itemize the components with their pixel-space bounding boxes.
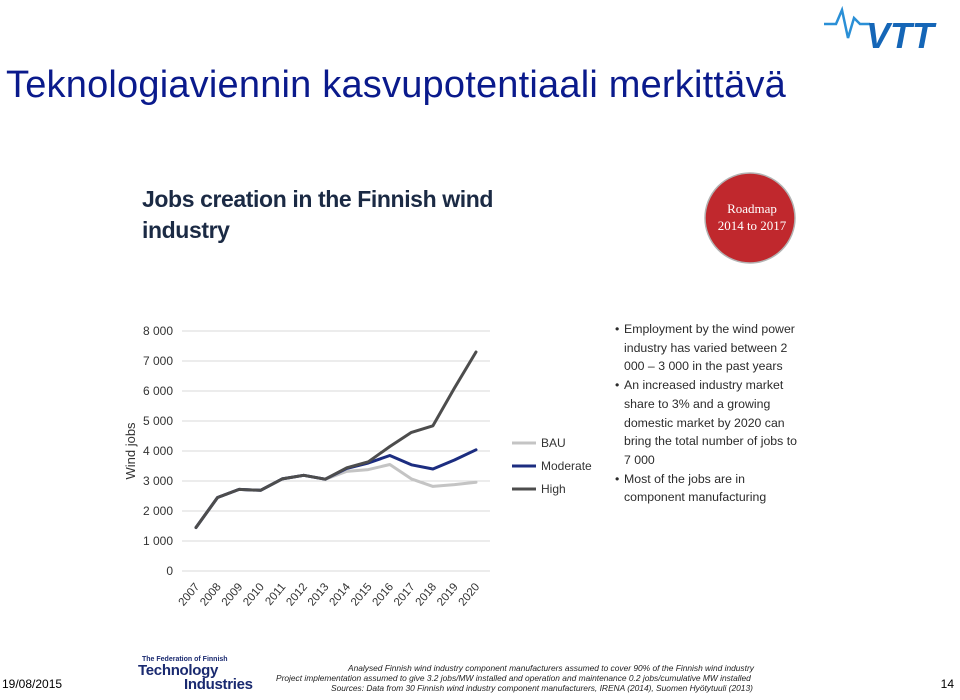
y-axis-label: Wind jobs — [123, 422, 138, 480]
y-tick-label: 1 000 — [143, 534, 173, 548]
fti-logo-small-text: The Federation of Finnish — [142, 656, 228, 663]
series-line-high — [194, 350, 478, 529]
bullet-item: Employment by the wind power industry ha… — [615, 320, 805, 376]
vtt-logo-text: VTT — [866, 15, 937, 52]
fti-logo-line1: Technology — [138, 662, 219, 679]
legend-label: Moderate — [541, 459, 592, 473]
y-tick-label: 0 — [166, 564, 173, 578]
x-tick-label: 2010 — [241, 581, 267, 608]
bullet-notes: Employment by the wind power industry ha… — [615, 320, 805, 507]
x-tick-label: 2018 — [414, 581, 440, 608]
technology-industries-logo: The Federation of Finnish Technology Ind… — [138, 656, 263, 696]
x-tick-label: 2009 — [220, 581, 246, 608]
legend-label: BAU — [541, 436, 566, 450]
x-tick-label: 2014 — [327, 581, 353, 609]
y-tick-label: 6 000 — [143, 384, 173, 398]
x-tick-label: 2008 — [198, 581, 224, 608]
x-tick-label: 2011 — [263, 581, 288, 608]
y-tick-label: 4 000 — [143, 444, 173, 458]
y-tick-label: 2 000 — [143, 504, 173, 518]
y-tick-label: 8 000 — [143, 324, 173, 338]
badge-line2: 2014 to 2017 — [718, 218, 787, 233]
x-tick-label: 2016 — [371, 581, 397, 608]
badge-line1: Roadmap — [727, 201, 777, 216]
vtt-logo: VTT — [824, 5, 937, 52]
footer-notes: Analysed Finnish wind industry component… — [276, 663, 796, 694]
slide-date: 19/08/2015 — [2, 677, 63, 691]
x-tick-label: 2013 — [306, 581, 332, 608]
x-tick-label: 2015 — [349, 581, 375, 608]
roadmap-badge: Roadmap 2014 to 2017 — [704, 172, 796, 264]
fti-logo-line2: Industries — [184, 676, 253, 693]
bullet-item: An increased industry market share to 3%… — [615, 376, 805, 470]
footer-note: Analysed Finnish wind industry component… — [348, 663, 754, 673]
x-tick-label: 2017 — [392, 581, 418, 608]
slide-title: Teknologiaviennin kasvupotentiaali merki… — [6, 64, 787, 106]
x-tick-label: 2007 — [177, 581, 203, 608]
chart-title: Jobs creation in the Finnish wind indust… — [142, 186, 493, 243]
page-number: 14 — [940, 677, 954, 691]
footer-note: Project implementation assumed to give 3… — [276, 673, 751, 684]
y-tick-label: 5 000 — [143, 414, 173, 428]
x-tick-label: 2012 — [284, 581, 310, 608]
legend-label: High — [541, 482, 566, 496]
x-tick-label: 2019 — [435, 581, 461, 608]
x-tick-label: 2020 — [457, 581, 483, 608]
y-tick-label: 7 000 — [143, 354, 173, 368]
bullet-item: Most of the jobs are in component manufa… — [615, 470, 805, 507]
footer-note: Sources: Data from 30 Finnish wind indus… — [331, 683, 753, 694]
y-tick-label: 3 000 — [143, 474, 173, 488]
jobs-line-chart: 0 1 000 2 000 3 000 4 000 5 000 6 000 7 000 8 00… — [123, 324, 592, 609]
